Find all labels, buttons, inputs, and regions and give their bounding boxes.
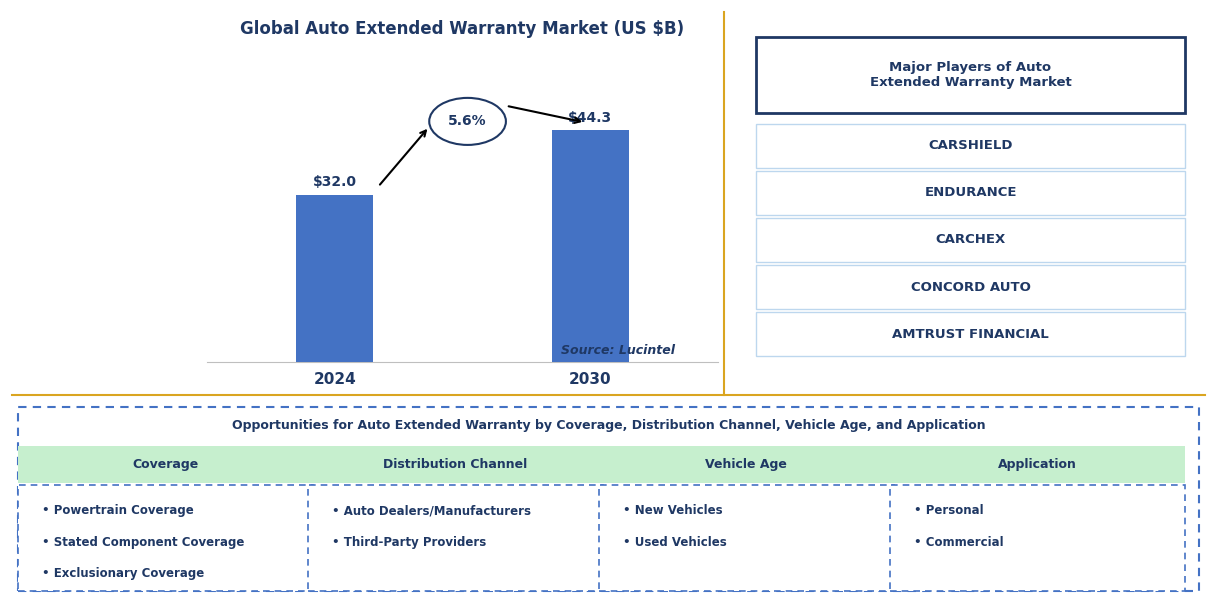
Title: Global Auto Extended Warranty Market (US $B): Global Auto Extended Warranty Market (US…	[241, 21, 684, 39]
Text: • New Vehicles: • New Vehicles	[623, 504, 723, 517]
Text: • Powertrain Coverage: • Powertrain Coverage	[41, 504, 194, 517]
Text: Vehicle Age: Vehicle Age	[706, 458, 787, 471]
Text: Source: Lucintel: Source: Lucintel	[561, 344, 675, 357]
FancyBboxPatch shape	[18, 485, 313, 591]
Text: • Third-Party Providers: • Third-Party Providers	[332, 535, 486, 549]
FancyBboxPatch shape	[18, 407, 1199, 591]
Text: $44.3: $44.3	[568, 111, 612, 125]
FancyBboxPatch shape	[756, 124, 1185, 168]
Text: Opportunities for Auto Extended Warranty by Coverage, Distribution Channel, Vehi: Opportunities for Auto Extended Warranty…	[231, 419, 986, 432]
FancyBboxPatch shape	[756, 218, 1185, 262]
FancyBboxPatch shape	[599, 485, 893, 591]
Bar	[551, 130, 628, 362]
Text: Distribution Channel: Distribution Channel	[383, 458, 527, 471]
Text: Major Players of Auto
Extended Warranty Market: Major Players of Auto Extended Warranty …	[870, 62, 1071, 89]
Bar	[297, 195, 372, 362]
Text: 5.6%: 5.6%	[448, 115, 487, 128]
Text: • Used Vehicles: • Used Vehicles	[623, 535, 727, 549]
Text: • Exclusionary Coverage: • Exclusionary Coverage	[41, 567, 204, 580]
FancyBboxPatch shape	[756, 312, 1185, 356]
Text: Coverage: Coverage	[133, 458, 198, 471]
Text: CARSHIELD: CARSHIELD	[929, 139, 1013, 153]
FancyBboxPatch shape	[18, 446, 313, 484]
Text: ENDURANCE: ENDURANCE	[924, 186, 1017, 200]
FancyBboxPatch shape	[756, 171, 1185, 215]
Text: CARCHEX: CARCHEX	[936, 233, 1005, 247]
Text: $32.0: $32.0	[313, 175, 357, 189]
Text: AMTRUST FINANCIAL: AMTRUST FINANCIAL	[892, 327, 1049, 341]
Text: • Commercial: • Commercial	[914, 535, 1004, 549]
FancyBboxPatch shape	[308, 446, 602, 484]
Text: Application: Application	[998, 458, 1077, 471]
Text: CONCORD AUTO: CONCORD AUTO	[910, 280, 1031, 294]
Text: • Auto Dealers/Manufacturers: • Auto Dealers/Manufacturers	[332, 504, 531, 517]
Text: • Personal: • Personal	[914, 504, 983, 517]
FancyBboxPatch shape	[756, 265, 1185, 309]
FancyBboxPatch shape	[890, 446, 1184, 484]
FancyBboxPatch shape	[308, 485, 602, 591]
FancyBboxPatch shape	[756, 37, 1185, 113]
FancyBboxPatch shape	[599, 446, 893, 484]
FancyBboxPatch shape	[890, 485, 1184, 591]
Text: • Stated Component Coverage: • Stated Component Coverage	[41, 535, 245, 549]
